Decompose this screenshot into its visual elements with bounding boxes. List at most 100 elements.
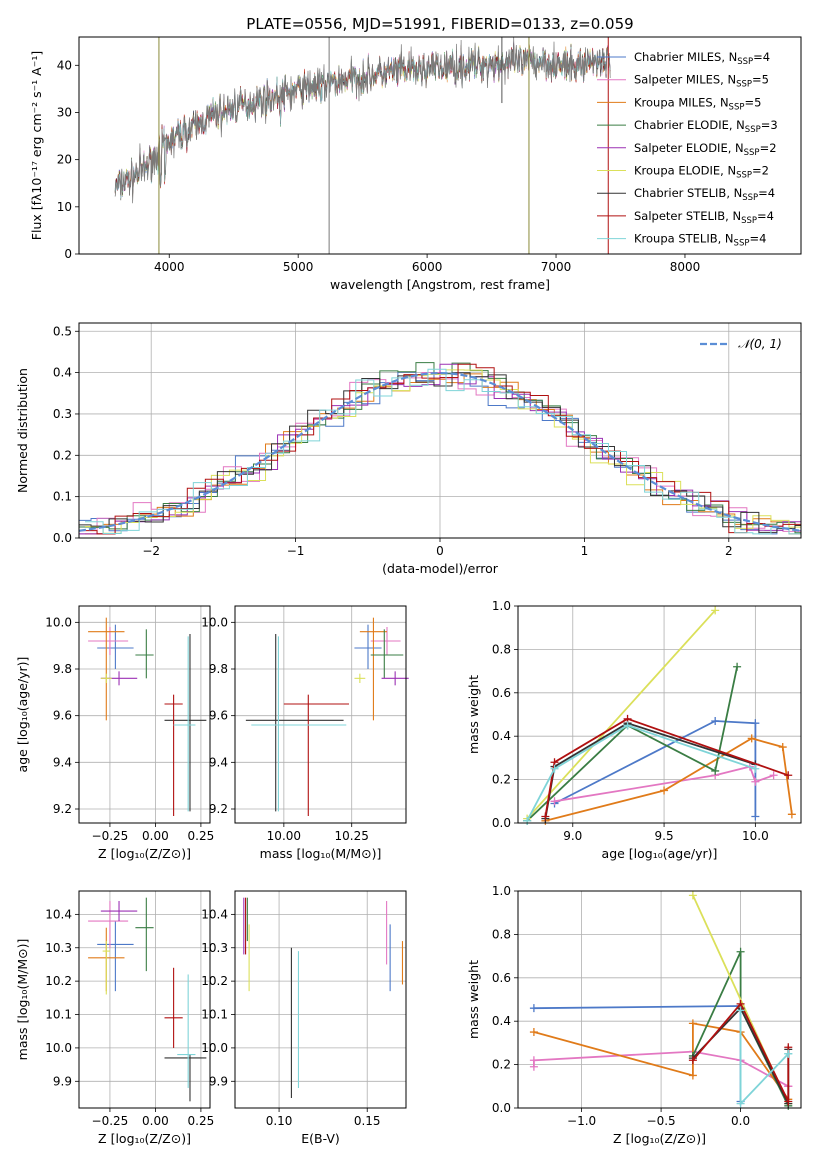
weight-point-marker bbox=[784, 1049, 793, 1058]
y-tick-label: 20 bbox=[57, 153, 72, 167]
y-tick-label: 1.0 bbox=[492, 599, 511, 613]
x-tick-label: 0.00 bbox=[142, 1114, 169, 1128]
weight-point-marker bbox=[769, 771, 778, 780]
y-tick-label: 0.2 bbox=[492, 1058, 511, 1072]
weight-series-line bbox=[526, 724, 756, 822]
weight-point-marker bbox=[711, 766, 720, 775]
x-axis-label: E(B-V) bbox=[301, 1131, 340, 1146]
y-tick-label: 9.2 bbox=[209, 802, 228, 816]
y-tick-label: 9.8 bbox=[209, 662, 228, 676]
axes-frame bbox=[78, 605, 211, 824]
weight-point-marker bbox=[751, 764, 760, 773]
weight-point-marker bbox=[751, 719, 760, 728]
y-tick-label: 10.0 bbox=[201, 615, 228, 629]
weight-point-marker bbox=[736, 947, 745, 956]
residuals-chart: −2 −1 0 1 2 0.0 0.1 0.2 0.3 0.4 0.5 (data-model)/er… bbox=[15, 322, 802, 576]
x-axis-label: Z [log₁₀(Z/Z⊙)] bbox=[98, 846, 191, 861]
x-tick-label: −2 bbox=[142, 544, 160, 558]
weight-point-marker bbox=[784, 1097, 793, 1106]
y-tick-label: 10.2 bbox=[201, 974, 228, 988]
y-tick-label: 0.8 bbox=[492, 927, 511, 941]
x-tick-label: 5000 bbox=[283, 260, 314, 274]
y-tick-label: 9.6 bbox=[209, 709, 228, 723]
histogram-series bbox=[79, 372, 801, 533]
legend-entry: Chabrier MILES, NSSP=4 bbox=[634, 50, 770, 67]
y-tick-label: 0.8 bbox=[492, 642, 511, 656]
spectrum-chart: 4000 5000 6000 7000 8000 0 10 20 30 40 wavelength … bbox=[29, 36, 802, 292]
x-tick-label: −0.25 bbox=[92, 829, 129, 843]
y-tick-label: 0.4 bbox=[492, 729, 511, 743]
x-tick-label: −0.25 bbox=[92, 1114, 129, 1128]
weight-point-marker bbox=[736, 1099, 745, 1108]
histogram-series bbox=[85, 368, 801, 535]
y-tick-label: 40 bbox=[57, 58, 72, 72]
weight-point-marker bbox=[711, 717, 720, 726]
axes-frame bbox=[234, 605, 407, 824]
y-tick-label: 9.9 bbox=[53, 1074, 72, 1088]
x-tick-label: 9.0 bbox=[563, 829, 582, 843]
y-tick-label: 0.3 bbox=[53, 407, 72, 421]
weight-vs-Z-chart: −1.0 −0.5 0.0 0.0 0.2 0.4 0.6 0.8 1.0 Z [log₁₀(Z/… bbox=[466, 884, 802, 1146]
figure-title: PLATE=0556, MJD=51991, FIBERID=0133, z=0… bbox=[246, 15, 633, 33]
x-axis-label: wavelength [Angstrom, rest frame] bbox=[330, 277, 550, 292]
x-tick-label: −1.0 bbox=[567, 1114, 596, 1128]
y-tick-label: 0.0 bbox=[492, 1101, 511, 1115]
y-tick-label: 10.3 bbox=[45, 941, 72, 955]
x-tick-label: 1 bbox=[581, 544, 589, 558]
axes-frame bbox=[234, 890, 407, 1109]
x-tick-label: 10.0 bbox=[742, 829, 769, 843]
y-tick-label: 10.3 bbox=[201, 941, 228, 955]
x-axis-label: Z [log₁₀(Z/Z⊙)] bbox=[98, 1131, 191, 1146]
x-axis-label: age [log₁₀(age/yr)] bbox=[602, 846, 718, 861]
weight-point-marker bbox=[688, 891, 697, 900]
weight-point-marker bbox=[688, 1071, 697, 1080]
legend-entry: Chabrier STELIB, NSSP=4 bbox=[634, 186, 775, 203]
age-vs-Z-chart: −0.25 0.00 0.25 9.2 9.4 9.6 9.8 10.0 Z [log₁₀(Z/… bbox=[15, 605, 214, 861]
y-tick-label: 10.1 bbox=[201, 1008, 228, 1022]
y-tick-label: 0.6 bbox=[492, 686, 511, 700]
weight-point-marker bbox=[787, 810, 796, 819]
y-tick-label: 0.2 bbox=[492, 773, 511, 787]
x-axis-label: (data-model)/error bbox=[382, 561, 499, 576]
y-axis-label: mass [log₁₀(M/M⊙)] bbox=[15, 939, 30, 1061]
y-tick-label: 10.2 bbox=[45, 974, 72, 988]
weight-vs-age-chart: 9.0 9.5 10.0 0.0 0.2 0.4 0.6 0.8 1.0 age [log₁₀(a… bbox=[466, 599, 802, 861]
mass-vs-Z-chart: −0.25 0.00 0.25 9.9 10.0 10.1 10.2 10.3 10.4 Z [l… bbox=[15, 890, 215, 1146]
weight-point-marker bbox=[529, 1056, 538, 1065]
x-tick-label: 6000 bbox=[412, 260, 443, 274]
x-tick-label: 0 bbox=[436, 544, 444, 558]
x-tick-label: 7000 bbox=[541, 260, 572, 274]
y-tick-label: 0.4 bbox=[492, 1014, 511, 1028]
weight-point-marker bbox=[623, 721, 632, 730]
legend-entry: Salpeter MILES, NSSP=5 bbox=[634, 73, 769, 90]
x-tick-label: 0.0 bbox=[731, 1114, 750, 1128]
x-tick-label: 0.00 bbox=[142, 829, 169, 843]
legend-entry: Salpeter STELIB, NSSP=4 bbox=[634, 209, 774, 226]
x-tick-label: 4000 bbox=[154, 260, 185, 274]
y-tick-label: 0.2 bbox=[53, 448, 72, 462]
axes-frame bbox=[78, 36, 802, 255]
weight-series-line bbox=[544, 717, 789, 817]
weight-point-marker bbox=[541, 812, 550, 821]
weight-point-marker bbox=[736, 1006, 745, 1015]
x-tick-label: 10.00 bbox=[267, 829, 301, 843]
x-tick-label: −1 bbox=[287, 544, 305, 558]
x-tick-label: 0.25 bbox=[188, 1114, 215, 1128]
mass-vs-EBV-chart: 0.10 0.15 9.9 10.0 10.1 10.2 10.3 10.4 E(B-V) bbox=[201, 890, 407, 1146]
y-tick-label: 0.0 bbox=[53, 531, 72, 545]
y-tick-label: 0.5 bbox=[53, 324, 72, 338]
y-tick-label: 10.0 bbox=[45, 1041, 72, 1055]
weight-point-marker bbox=[751, 812, 760, 821]
weight-point-marker bbox=[688, 1019, 697, 1028]
y-tick-label: 10 bbox=[57, 200, 72, 214]
weight-point-marker bbox=[747, 734, 756, 743]
y-tick-label: 0.6 bbox=[492, 971, 511, 985]
x-tick-label: 0.15 bbox=[354, 1114, 381, 1128]
x-tick-label: −0.5 bbox=[647, 1114, 676, 1128]
weight-series-line bbox=[692, 1002, 790, 1102]
y-tick-label: 9.4 bbox=[209, 755, 228, 769]
weight-point-marker bbox=[660, 786, 669, 795]
y-tick-label: 30 bbox=[57, 105, 72, 119]
legend-entry: Kroupa STELIB, NSSP=4 bbox=[634, 232, 766, 249]
